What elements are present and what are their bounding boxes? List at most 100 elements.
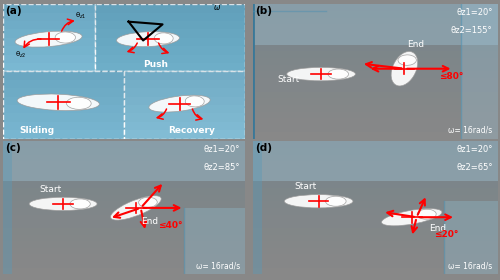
Bar: [252, 18, 498, 24]
Bar: [124, 80, 245, 88]
Bar: [252, 58, 498, 65]
Text: Recovery: Recovery: [168, 125, 215, 135]
Text: θ$_{z2}$: θ$_{z2}$: [14, 50, 26, 60]
Text: θz1=20°: θz1=20°: [204, 145, 240, 154]
Bar: [2, 201, 245, 208]
Text: ≤80°: ≤80°: [438, 73, 463, 81]
Bar: [444, 201, 498, 274]
Bar: [2, 88, 124, 97]
Bar: [252, 161, 498, 168]
Text: Push: Push: [143, 60, 168, 69]
Bar: [252, 168, 498, 175]
Bar: [252, 65, 498, 71]
Ellipse shape: [15, 31, 82, 47]
Bar: [252, 248, 498, 255]
Bar: [2, 97, 124, 105]
Bar: [252, 71, 498, 78]
Bar: [2, 141, 245, 148]
Bar: [94, 13, 245, 21]
Text: ≤40°: ≤40°: [158, 221, 182, 230]
Text: ≤20°: ≤20°: [434, 230, 458, 239]
Bar: [252, 98, 498, 105]
Bar: [2, 188, 245, 195]
Bar: [252, 214, 498, 221]
Bar: [124, 130, 245, 139]
Bar: [252, 221, 498, 228]
Bar: [184, 208, 245, 274]
Bar: [252, 175, 498, 181]
Text: Sliding: Sliding: [19, 125, 54, 135]
Ellipse shape: [70, 199, 90, 209]
Bar: [124, 105, 245, 113]
Text: θz1=20°: θz1=20°: [456, 8, 492, 17]
Bar: [252, 155, 498, 161]
Bar: [252, 188, 498, 195]
Text: Start: Start: [277, 75, 299, 84]
Bar: [94, 4, 245, 13]
Bar: [252, 141, 498, 148]
Bar: [2, 38, 94, 46]
Bar: [2, 241, 245, 248]
Bar: [94, 38, 245, 46]
Bar: [2, 4, 94, 71]
Text: End: End: [140, 217, 158, 226]
Ellipse shape: [66, 97, 91, 109]
Bar: [2, 161, 245, 168]
Bar: [252, 208, 498, 214]
Ellipse shape: [186, 96, 204, 107]
Bar: [2, 80, 124, 88]
Bar: [252, 241, 498, 248]
Bar: [252, 78, 498, 85]
Text: (c): (c): [5, 143, 20, 153]
Bar: [2, 4, 94, 13]
Bar: [124, 71, 245, 139]
Text: End: End: [407, 40, 424, 49]
Ellipse shape: [116, 32, 180, 47]
Bar: [252, 148, 498, 155]
Bar: [252, 24, 498, 31]
Bar: [252, 141, 498, 181]
Bar: [252, 112, 498, 118]
Bar: [2, 21, 94, 29]
Ellipse shape: [382, 209, 442, 226]
Bar: [2, 268, 245, 274]
Text: (a): (a): [5, 6, 21, 16]
Bar: [252, 132, 498, 139]
Bar: [252, 181, 498, 188]
Bar: [2, 148, 245, 155]
Bar: [2, 195, 245, 201]
Bar: [252, 261, 498, 268]
Bar: [252, 118, 498, 125]
Bar: [252, 31, 498, 38]
Bar: [252, 228, 498, 235]
Bar: [2, 235, 245, 241]
Bar: [2, 113, 124, 122]
Bar: [252, 85, 498, 92]
Bar: [252, 141, 262, 274]
Bar: [2, 46, 94, 55]
Text: Start: Start: [294, 182, 316, 191]
Bar: [252, 38, 498, 45]
Bar: [94, 63, 245, 71]
Bar: [2, 55, 94, 63]
Bar: [2, 261, 245, 268]
Bar: [2, 130, 124, 139]
Bar: [252, 4, 498, 11]
Bar: [252, 45, 498, 51]
Bar: [2, 122, 124, 130]
Text: (b): (b): [255, 6, 272, 16]
Bar: [2, 181, 245, 188]
Bar: [2, 141, 245, 181]
Bar: [2, 29, 94, 38]
Ellipse shape: [398, 55, 416, 65]
Bar: [124, 71, 245, 80]
Bar: [2, 175, 245, 181]
Bar: [2, 155, 245, 161]
Text: θ$_{z1}$: θ$_{z1}$: [75, 11, 87, 21]
Bar: [252, 235, 498, 241]
Ellipse shape: [287, 67, 356, 81]
Ellipse shape: [149, 95, 210, 112]
Bar: [2, 63, 94, 71]
Ellipse shape: [391, 52, 417, 86]
Bar: [94, 4, 245, 71]
